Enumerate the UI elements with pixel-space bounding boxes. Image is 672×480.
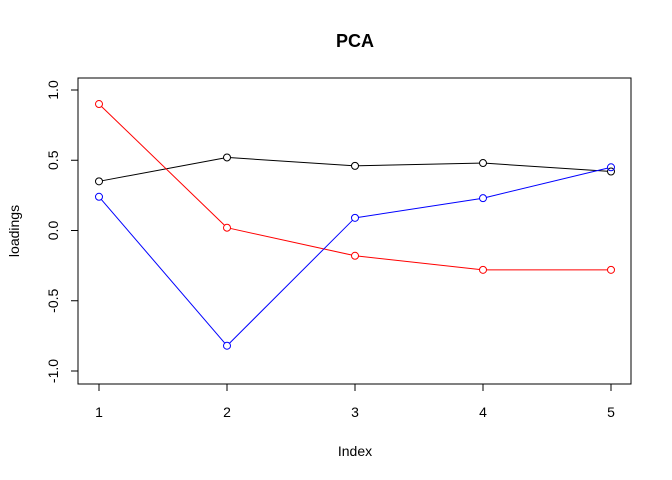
series-0-segment [230,157,352,167]
series-2-segment [229,219,353,344]
series-2-segment [358,198,480,218]
series-2-segment [486,167,608,198]
plot-box [77,77,632,385]
series-2-point [479,194,487,203]
series-2-segment [100,199,226,344]
series-0-point [351,161,359,170]
y-tick-label: 0.5 [45,150,61,170]
series-2 [95,163,615,350]
y-tick-label: 1.0 [45,80,61,100]
series-1-segment [101,106,225,226]
chart-title: PCA [336,31,374,51]
series-1 [95,100,615,274]
series-2-point [607,163,615,172]
series-2-point [95,192,103,201]
series-0-point [479,159,487,168]
x-tick-label: 3 [351,404,359,420]
x-tick-label: 5 [607,404,615,420]
series-1-segment [358,255,480,270]
series-1-point [351,251,359,260]
series-0-segment [486,162,608,172]
series-2-point [223,341,231,350]
y-tick-label: 0.0 [45,221,61,241]
y-axis: -1.0 -0.5 0.0 0.5 1.0 [45,80,79,383]
series-1-segment [230,227,352,256]
x-tick-label: 2 [223,404,231,420]
series-1-point [479,265,487,274]
series-0-point [607,167,615,176]
series-0-segment [358,162,480,167]
x-tick-label: 4 [479,404,487,420]
series-1-point [95,100,103,109]
series-0 [95,153,615,186]
series-0-point [95,177,103,186]
y-tick-label: -1.0 [45,359,61,383]
series-layer [95,100,615,350]
x-tick-label: 1 [95,404,103,420]
x-axis-label: Index [338,443,372,459]
series-1-point [223,223,231,232]
series-0-segment [102,157,224,182]
series-2-point [351,213,359,222]
y-axis-label: loadings [6,205,22,257]
series-0-point [223,153,231,162]
y-tick-label: -0.5 [45,288,61,312]
series-1-point [607,265,615,274]
x-axis: 1 2 3 4 5 [95,383,615,420]
